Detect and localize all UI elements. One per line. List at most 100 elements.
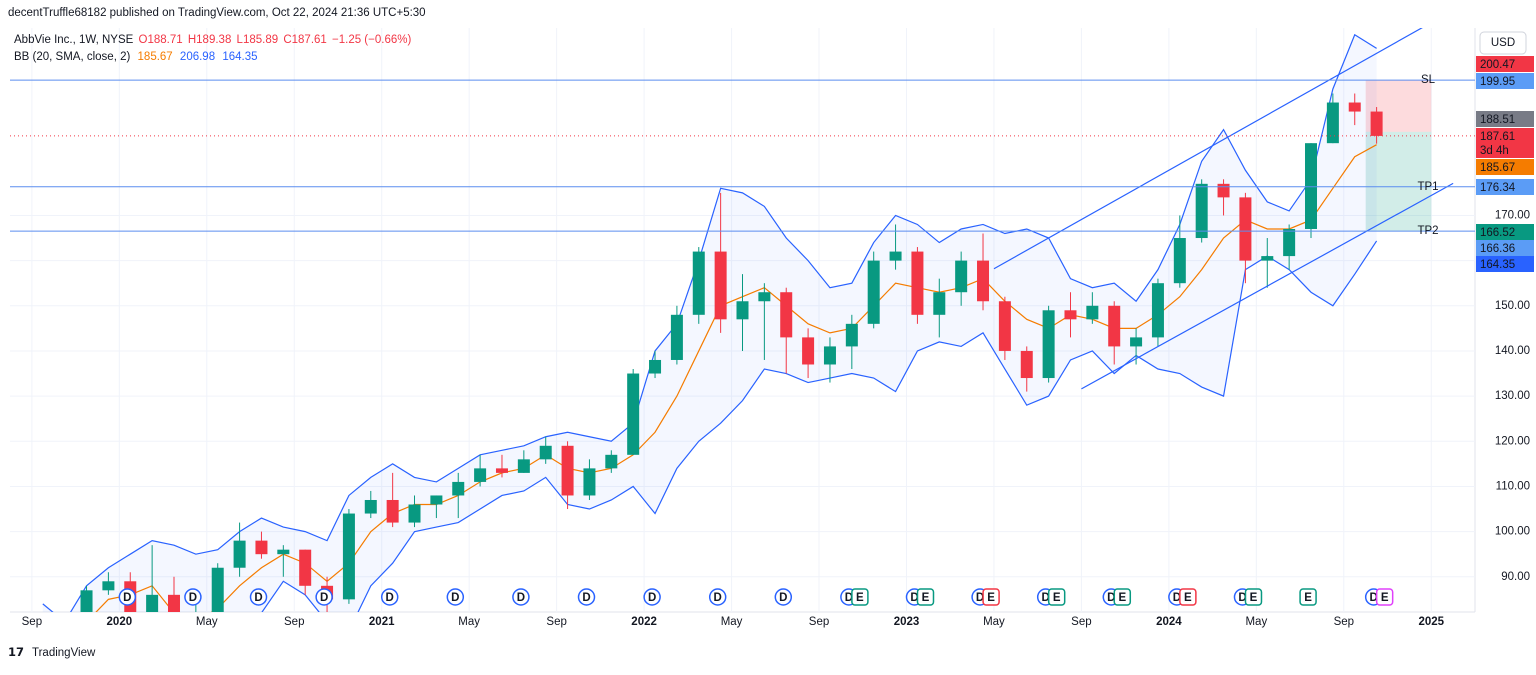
event-badge — [1179, 588, 1197, 606]
event-label: D — [1370, 592, 1378, 604]
candle-body — [955, 260, 968, 293]
event-label: D — [254, 592, 262, 604]
x-tick-label: Sep — [546, 616, 566, 628]
event-badge — [577, 588, 596, 606]
candle-body — [1064, 310, 1077, 320]
event-badge — [184, 588, 202, 606]
logo-mark: 𝟭𝟳 — [8, 647, 24, 659]
high: H189.38 — [188, 34, 231, 46]
candle-body — [714, 251, 727, 320]
candle-body — [146, 594, 159, 612]
y-tick-label: 100.00 — [1495, 526, 1530, 538]
x-tick-label: Sep — [1071, 616, 1091, 628]
candle-body — [1130, 337, 1143, 347]
event-label: D — [1107, 592, 1115, 604]
event-label: E — [1184, 592, 1192, 604]
event-label: E — [1053, 592, 1061, 604]
event-badge — [249, 588, 268, 606]
candle-body — [758, 292, 771, 302]
level-label: TP1 — [1417, 181, 1438, 193]
price-label-sub: 3d 4h — [1480, 145, 1509, 157]
event-label: D — [517, 592, 525, 604]
candle-body — [583, 468, 596, 496]
candle-body — [495, 468, 508, 473]
candle-body — [889, 251, 902, 261]
candle-body — [1370, 111, 1383, 136]
price-label: 164.35 — [1480, 259, 1515, 271]
close: C187.61 — [283, 34, 326, 46]
event-badge — [708, 588, 727, 606]
candle-body — [233, 540, 246, 568]
candle-body — [802, 337, 815, 365]
indicator: BB (20, SMA, close, 2) — [14, 51, 130, 63]
price-label: 176.34 — [1480, 182, 1516, 194]
event-badge — [851, 588, 869, 606]
price-label-box — [1476, 73, 1534, 89]
candle-body — [1173, 238, 1186, 284]
event-label: D — [123, 592, 131, 604]
event-label: E — [922, 592, 930, 604]
band-lower — [261, 240, 1378, 612]
price-label-box — [1476, 256, 1534, 272]
candle-body — [911, 251, 924, 315]
y-tick-label: 110.00 — [1496, 480, 1530, 492]
candle-body — [277, 549, 290, 555]
y-tick-label: 140.00 — [1495, 345, 1530, 357]
event-label: D — [386, 592, 394, 604]
event-badge — [1375, 588, 1394, 606]
candle-body — [408, 504, 421, 523]
candle-body — [670, 314, 683, 360]
candle-body — [1086, 305, 1099, 320]
y-tick-label: 130.00 — [1495, 390, 1530, 402]
event-label: D — [648, 592, 656, 604]
price-label-box — [1476, 179, 1534, 195]
event-label: E — [1304, 592, 1312, 604]
candle-body — [1239, 197, 1252, 261]
event-badge — [118, 588, 137, 606]
x-tick-label: 2022 — [631, 616, 657, 628]
currency-button[interactable] — [1479, 31, 1527, 55]
candle-body — [1261, 256, 1274, 261]
price-label-box — [1476, 224, 1534, 240]
candle-body — [736, 301, 749, 320]
event-label: D — [1173, 592, 1181, 604]
event-badge — [1047, 588, 1066, 606]
x-tick-label: 2024 — [1156, 616, 1182, 628]
x-tick-label: May — [1245, 616, 1267, 628]
price-label-box — [1476, 128, 1534, 158]
event-badge — [512, 588, 530, 606]
trend-line — [1081, 182, 1454, 390]
price-label: 200.47 — [1480, 59, 1515, 71]
x-tick-label: May — [721, 616, 743, 628]
event-label: E — [856, 592, 864, 604]
level-label: SL — [1421, 74, 1436, 86]
candle-body — [561, 445, 574, 496]
event-badge — [774, 588, 793, 606]
y-tick-label: 120.00 — [1495, 435, 1530, 447]
event-label: D — [779, 592, 787, 604]
candle-body — [102, 581, 115, 591]
level-label: TP2 — [1417, 225, 1438, 237]
y-tick-label: 150.00 — [1495, 300, 1530, 312]
price-label-box — [1476, 56, 1534, 72]
candle-body — [474, 468, 487, 482]
band-upper — [42, 33, 1377, 612]
candle-body — [1020, 350, 1033, 379]
change: −1.25 (−0.66%) — [332, 34, 411, 46]
candle-body — [1305, 143, 1318, 229]
candle-body — [780, 292, 793, 338]
price-label: 199.95 — [1480, 76, 1515, 88]
event-label: D — [976, 592, 984, 604]
event-label: D — [714, 592, 722, 604]
event-label: D — [845, 592, 853, 604]
event-label: D — [320, 592, 328, 604]
price-label-box — [1476, 111, 1534, 127]
y-tick-label: 90.00 — [1501, 571, 1530, 583]
currency[interactable]: USD — [1491, 37, 1515, 49]
candle-body — [1108, 305, 1121, 347]
candle-body — [167, 594, 180, 612]
x-tick-label: May — [983, 616, 1005, 628]
